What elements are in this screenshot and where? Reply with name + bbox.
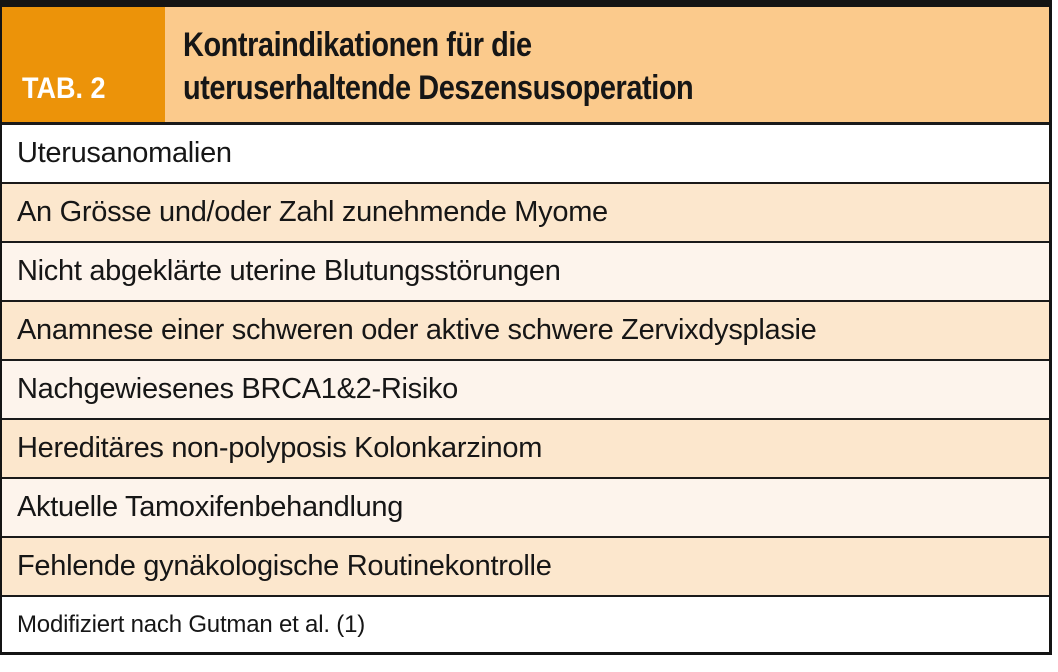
table-title-line-1: Kontraindikationen für die: [183, 26, 532, 64]
table-title-line-2: uteruserhaltende Deszensusoperation: [183, 69, 694, 107]
table-row: An Grösse und/oder Zahl zunehmende Myome: [2, 182, 1049, 241]
table-source-note: Modifiziert nach Gutman et al. (1): [17, 610, 366, 638]
table-row-text: Nachgewiesenes BRCA1&2-Risiko: [17, 373, 458, 405]
table-row: Nachgewiesenes BRCA1&2-Risiko: [2, 359, 1049, 418]
table-row-text: Uterusanomalien: [17, 137, 232, 169]
figure-top-rule: [0, 0, 1052, 7]
table-number-badge: TAB. 2: [2, 7, 165, 122]
table-row: Aktuelle Tamoxifenbehandlung: [2, 477, 1049, 536]
table-row-text: Anamnese einer schweren oder aktive schw…: [17, 314, 817, 346]
table-frame: TAB. 2 Kontraindikationen für die uterus…: [0, 7, 1052, 655]
table-row-text: Fehlende gynäkologische Routinekontrolle: [17, 550, 552, 582]
table-row-text: Nicht abgeklärte uterine Blutungsstörung…: [17, 255, 561, 287]
table-row-text: Aktuelle Tamoxifenbehandlung: [17, 491, 404, 523]
table-header: TAB. 2 Kontraindikationen für die uterus…: [2, 7, 1049, 122]
table-row: Fehlende gynäkologische Routinekontrolle: [2, 536, 1049, 595]
table-row: Uterusanomalien: [2, 122, 1049, 182]
table-row-text: Hereditäres non-polyposis Kolonkarzinom: [17, 432, 543, 464]
table-body: Uterusanomalien An Grösse und/oder Zahl …: [2, 122, 1049, 595]
table-figure: TAB. 2 Kontraindikationen für die uterus…: [0, 0, 1052, 655]
table-footer: Modifiziert nach Gutman et al. (1): [2, 595, 1049, 652]
table-row: Anamnese einer schweren oder aktive schw…: [2, 300, 1049, 359]
table-row: Nicht abgeklärte uterine Blutungsstörung…: [2, 241, 1049, 300]
table-row: Hereditäres non-polyposis Kolonkarzinom: [2, 418, 1049, 477]
table-row-text: An Grösse und/oder Zahl zunehmende Myome: [17, 196, 608, 228]
table-number-label: TAB. 2: [22, 72, 106, 105]
table-title-area: Kontraindikationen für die uteruserhalte…: [165, 7, 1049, 122]
